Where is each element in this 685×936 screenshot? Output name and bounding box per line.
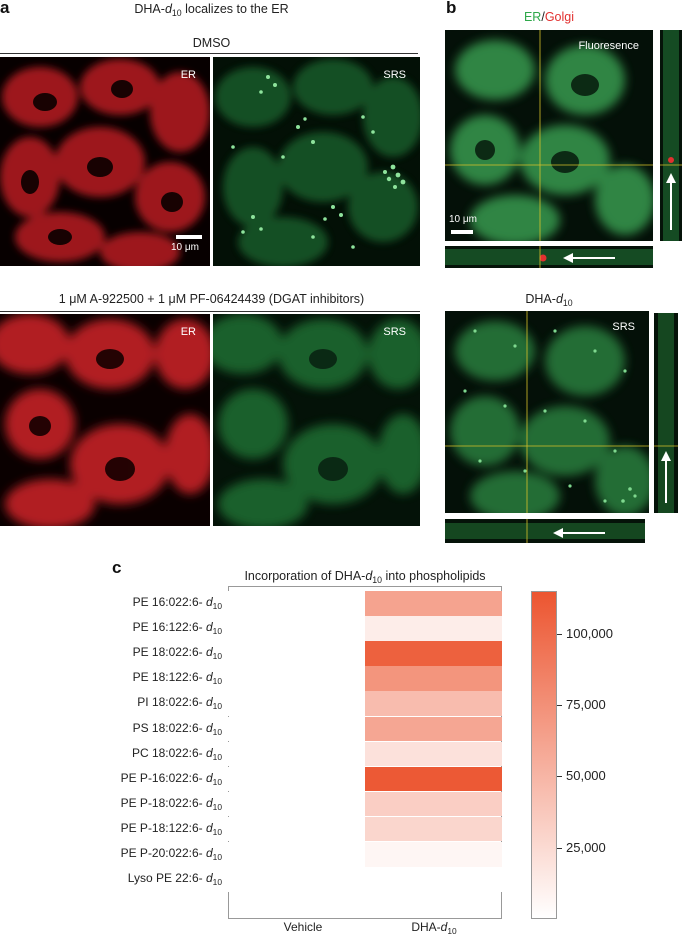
heatmap-title-sub: 10 — [372, 575, 383, 586]
condition-dgat-label: 1 μM A-922500 + 1 μM PF-06424439 (DGAT i… — [58, 292, 365, 306]
condition-dmso-label: DMSO — [192, 36, 231, 50]
img-fluorescence-label: Fluoresence — [578, 40, 639, 52]
panel-c-letter: c — [112, 558, 122, 577]
micrograph-srs-b: SRS — [445, 311, 649, 513]
panel-b-title2-prefix: DHA- — [525, 292, 556, 306]
heatmap-cell — [228, 867, 365, 892]
heatmap-cell — [365, 842, 502, 867]
panel-b-title-er: ER — [523, 10, 542, 24]
heatmap-row-label: PE 18:122:6- d10 — [132, 670, 222, 687]
heatmap-cell — [228, 691, 365, 716]
heatmap-cell — [228, 591, 365, 616]
heatmap-row-label: Lyso PE 22:6- d10 — [127, 871, 222, 888]
panel-a-letter: a — [0, 0, 10, 17]
colorbar-tick — [557, 633, 562, 635]
colorbar-tick — [557, 776, 562, 778]
panel-a-title-sub: 10 — [171, 8, 182, 19]
heatmap-row-label: PI 18:022:6- d10 — [137, 695, 222, 712]
heatmap-cell — [365, 867, 502, 892]
panel-b-title2-d: d — [555, 292, 563, 306]
heatmap-cell — [228, 766, 365, 792]
heatmap-title-suffix: into phospholipids — [382, 569, 486, 583]
micrograph-dmso-er: ER 10 μm — [0, 57, 210, 266]
heatmap-title: Incorporation of DHA-d10 into phospholip… — [228, 569, 502, 586]
colorbar-tick — [557, 847, 562, 849]
heatmap-cell — [228, 616, 365, 641]
img-er-label-2: ER — [180, 326, 196, 338]
heatmap-cell — [365, 816, 502, 842]
heatmap-cell — [228, 716, 365, 741]
scale-bar-a-label: 10 μm — [171, 242, 199, 253]
heatmap-cell — [365, 766, 502, 792]
heatmap-row-label: PE P-18:022:6- d10 — [120, 795, 222, 812]
condition-dgat-rule — [0, 311, 420, 312]
colorbar-tick-label: 100,000 — [566, 625, 613, 641]
panel-a-title: DHA-d10 localizes to the ER — [0, 2, 423, 19]
heatmap-cell — [365, 591, 502, 616]
panel-b-title2: DHA-d10 — [445, 292, 653, 309]
heatmap-row-label: PE 16:022:6- d10 — [132, 595, 222, 611]
img-srs-label-1: SRS — [383, 69, 406, 81]
heatmap-row-label: PE P-20:022:6- d10 — [120, 846, 222, 862]
heatmap-title-prefix: Incorporation of DHA- — [244, 569, 366, 583]
heatmap-row-label: PE P-18:122:6- d10 — [120, 820, 222, 837]
img-srs-label-2: SRS — [383, 326, 406, 338]
scale-bar-b-label: 10 μm — [449, 214, 477, 225]
panel-b-letter: b — [446, 0, 457, 17]
heatmap-cell — [365, 791, 502, 817]
heatmap-cell — [365, 616, 502, 641]
heatmap-col-label: Vehicle — [283, 920, 323, 934]
heatmap-row-label: PE 18:022:6- d10 — [132, 645, 222, 662]
condition-dmso-rule — [0, 53, 418, 54]
heatmap-cell — [228, 666, 365, 691]
panel-b-title: ER/Golgi — [445, 10, 653, 24]
heatmap-row-label: PC 18:022:6- d10 — [131, 745, 222, 762]
heatmap-cell — [228, 816, 365, 842]
micrograph-dgat-srs: SRS — [213, 314, 420, 526]
orthogonal-strip-xz-2 — [445, 519, 645, 543]
heatmap-title-d: d — [365, 569, 373, 583]
heatmap-cell — [228, 791, 365, 817]
orthogonal-strip-yz-1 — [660, 30, 682, 241]
panel-a-title-suffix: localizes to the ER — [181, 2, 289, 16]
colorbar-tick-label: 25,000 — [566, 839, 606, 855]
heatmap-row-label: PE P-16:022:6- d10 — [120, 770, 222, 787]
colorbar-tick-label: 75,000 — [566, 697, 606, 713]
heatmap-row-label: PS 18:022:6- d10 — [132, 720, 222, 737]
micrograph-er-golgi: Fluoresence 10 μm — [445, 30, 653, 241]
heatmap-cell — [365, 641, 502, 666]
colorbar-tick — [557, 705, 562, 707]
heatmap-cell — [365, 666, 502, 691]
panel-a-title-prefix: DHA- — [134, 2, 165, 16]
panel-b-title-slash: / — [541, 10, 545, 24]
heatmap-cell — [228, 641, 365, 666]
heatmap-cell — [365, 741, 502, 767]
scale-bar-b — [451, 230, 473, 234]
panel-b-title-golgi: Golgi — [544, 10, 575, 24]
img-srs-label-b: SRS — [612, 321, 635, 333]
micrograph-dgat-er: ER — [0, 314, 210, 526]
heatmap-col-label: DHA-d10 — [411, 920, 457, 936]
heatmap-cell — [228, 741, 365, 767]
colorbar-tick-label: 50,000 — [566, 768, 606, 784]
orthogonal-strip-xz-1 — [445, 246, 653, 268]
heatmap-cell — [228, 842, 365, 867]
orthogonal-strip-yz-2 — [654, 313, 678, 513]
micrograph-dmso-srs: SRS — [213, 57, 420, 266]
panel-b-title2-sub: 10 — [562, 298, 573, 309]
heatmap-cell — [365, 716, 502, 741]
panel-a-title-d: d — [164, 2, 172, 16]
scale-bar-a — [176, 235, 202, 239]
heatmap-cell — [365, 691, 502, 716]
heatmap-row-label: PE 16:122:6- d10 — [132, 620, 222, 637]
colorbar — [531, 591, 557, 919]
img-er-label-1: ER — [180, 69, 196, 81]
